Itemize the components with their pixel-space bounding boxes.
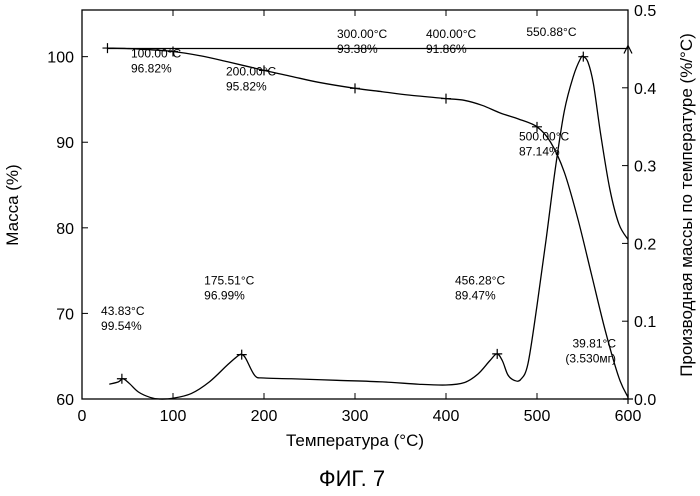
x-tick-label: 200 <box>251 408 278 425</box>
y-right-tick-label: 0.5 <box>634 3 656 20</box>
point-marker <box>623 394 633 404</box>
derivative-curve <box>109 55 629 400</box>
point-marker <box>350 83 360 94</box>
y-left-tick-label: 70 <box>56 306 74 323</box>
annotation-label: 93.38% <box>337 42 378 56</box>
axis-arrow-icon <box>623 44 633 54</box>
y-right-tick-label: 0.4 <box>634 81 656 98</box>
point-marker <box>578 51 589 62</box>
annotation-label: 39.81°C <box>573 337 617 351</box>
annotation-label: 500.00°C <box>519 130 570 144</box>
x-tick-label: 500 <box>524 408 551 425</box>
x-tick-label: 300 <box>342 408 369 425</box>
x-tick-label: 0 <box>78 408 87 425</box>
annotation-label: 99.54% <box>101 319 142 333</box>
point-marker <box>259 65 269 76</box>
y-left-tick-label: 60 <box>56 392 74 409</box>
annotation-label: 91.86% <box>426 42 467 56</box>
annotation-label: 400.00°C <box>426 27 477 41</box>
point-marker <box>116 373 127 384</box>
y-left-tick-label: 90 <box>56 135 74 152</box>
point-marker <box>492 348 503 359</box>
series-group <box>107 47 629 400</box>
point-marker <box>168 46 178 57</box>
point-marker <box>532 121 542 132</box>
x-tick-label: 100 <box>160 408 187 425</box>
y-axis-left-label: Масса (%) <box>3 164 22 245</box>
annotations-group: 100.00°C96.82% 200.00°C95.82% 300.00°C93.3… <box>101 25 616 366</box>
x-axis-label: Температура (°C) <box>286 431 424 450</box>
axis-ticks: 0 100 200 300 400 500 600 60 70 80 90 100 0.0 0.1 0.2 0… <box>47 3 656 425</box>
annotation-label: 456.28°C <box>455 273 506 287</box>
figure-caption: ФИГ. 7 <box>319 466 385 491</box>
point-marker <box>441 93 451 104</box>
mass-curve <box>107 47 629 398</box>
annotation-label: 100.00°C <box>131 47 182 61</box>
annotation-label: 200.00°C <box>226 64 277 78</box>
x-tick-label: 400 <box>433 408 460 425</box>
annotation-label: 96.82% <box>131 62 172 76</box>
y-right-tick-label: 0.3 <box>634 159 656 176</box>
point-marker <box>102 43 113 54</box>
y-left-tick-label: 100 <box>47 50 74 67</box>
annotation-label: 550.88°C <box>526 25 577 39</box>
markers-group <box>102 43 633 404</box>
y-axis-right-label: Производная массы по температуре (%/°C) <box>677 33 696 377</box>
annotation-label: 300.00°C <box>337 27 388 41</box>
annotation-label: 175.51°C <box>204 273 255 287</box>
annotation-label: (3.530мг) <box>565 352 616 366</box>
y-left-tick-label: 80 <box>56 221 74 238</box>
x-tick-label: 600 <box>615 408 642 425</box>
point-marker <box>236 349 247 360</box>
annotation-label: 87.14% <box>519 145 560 159</box>
annotation-label: 43.83°C <box>101 304 145 318</box>
annotation-label: 95.82% <box>226 79 267 93</box>
y-right-tick-label: 0.2 <box>634 236 656 253</box>
annotation-label: 96.99% <box>204 288 245 302</box>
y-right-tick-label: 0.1 <box>634 314 656 331</box>
y-right-tick-label: 0.0 <box>634 392 656 409</box>
annotation-label: 89.47% <box>455 288 496 302</box>
